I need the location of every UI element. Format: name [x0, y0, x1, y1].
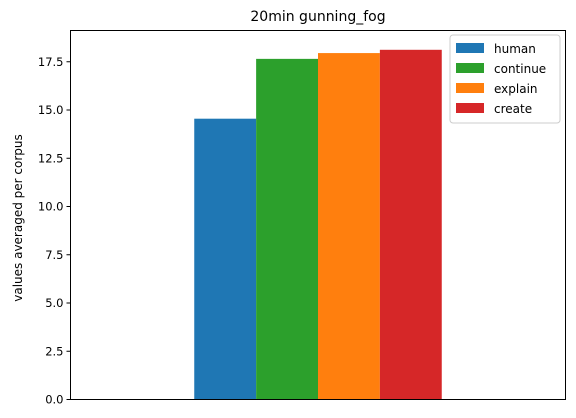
legend-label-continue: continue — [494, 62, 546, 76]
legend-label-explain: explain — [494, 82, 538, 96]
y-tick-label: 17.5 — [38, 55, 64, 69]
bar-create — [379, 49, 442, 400]
legend: human continue explain create — [449, 34, 561, 124]
y-tick-label: 12.5 — [38, 151, 64, 165]
plot-area-frame — [70, 30, 566, 400]
bars-group — [194, 49, 442, 400]
bar-continue — [256, 58, 318, 400]
legend-label-create: create — [494, 102, 532, 116]
legend-label-human: human — [494, 42, 536, 56]
bar-human — [194, 118, 257, 400]
y-tick-label: 10.0 — [38, 200, 64, 214]
y-tick-label: 5.0 — [45, 296, 63, 310]
legend-frame — [449, 34, 561, 124]
bar-explain — [318, 53, 380, 400]
y-tick-label: 7.5 — [45, 248, 63, 262]
y-tick-label: 0.0 — [45, 393, 63, 407]
chart-title: 20min gunning_fog — [250, 9, 385, 25]
y-tick-label: 15.0 — [38, 103, 64, 117]
legend-swatch-continue — [456, 63, 484, 73]
legend-swatch-create — [456, 103, 484, 113]
legend-swatch-explain — [456, 83, 484, 93]
legend-swatch-human — [456, 43, 484, 53]
y-axis: 0.0 2.5 5.0 7.5 10.0 12.5 15.0 17.5 — [38, 55, 71, 407]
y-axis-label: values averaged per corpus — [11, 134, 25, 302]
y-tick-label: 2.5 — [45, 344, 63, 358]
